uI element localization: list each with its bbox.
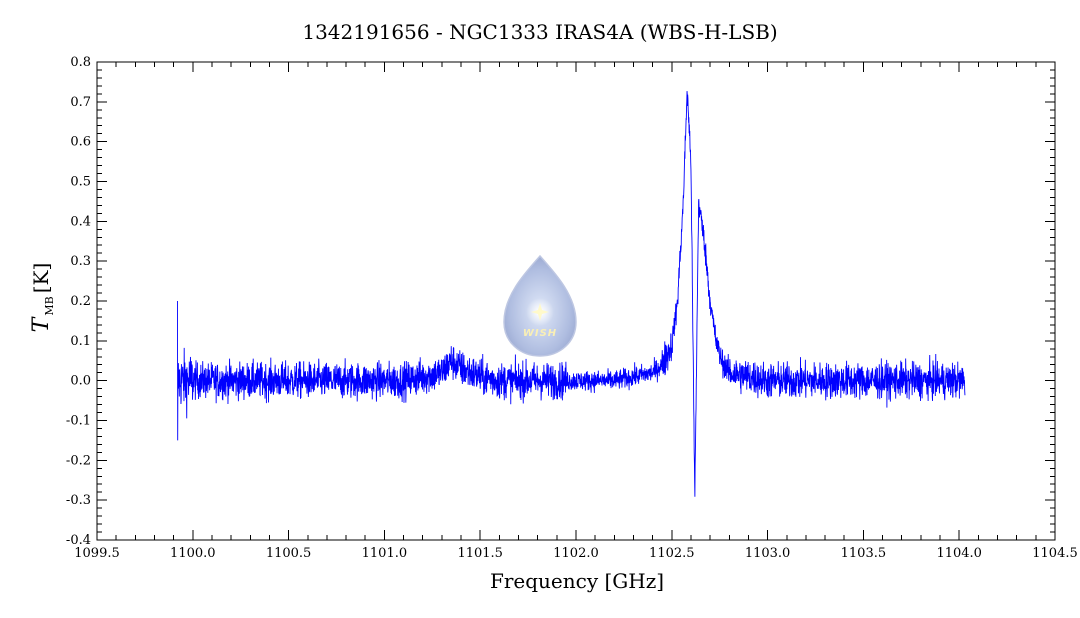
- y-tick-label: 0.1: [70, 334, 91, 349]
- y-tick-label: 0.5: [70, 175, 91, 190]
- x-tick-label: 1100.0: [170, 546, 216, 561]
- y-tick-label: -0.4: [66, 533, 91, 548]
- x-tick-label: 1101.5: [457, 546, 503, 561]
- y-axis: -0.4 -0.3 -0.2 -0.1 0.0 0.1 0.2 0.3 0.4 0.5 0.6 0.7…: [66, 55, 1055, 548]
- y-tick-label: 0.4: [70, 214, 91, 229]
- wish-logo-watermark: WISH: [503, 254, 577, 357]
- x-axis: 1099.5 1100.0 1100.5 1101.0 1101.5 1102.0 1102…: [74, 62, 1078, 561]
- y-axis-label-symbol: T: [29, 315, 54, 332]
- y-tick-label: -0.3: [66, 493, 91, 508]
- x-tick-label: 1100.5: [266, 546, 312, 561]
- y-axis-label: T MB [K]: [29, 263, 56, 333]
- y-tick-label: 0.7: [70, 95, 91, 110]
- x-tick-label: 1099.5: [74, 546, 120, 561]
- y-tick-label: 0.6: [70, 135, 91, 150]
- x-axis-label: Frequency [GHz]: [490, 569, 664, 593]
- x-tick-label: 1102.0: [553, 546, 599, 561]
- y-tick-label: 0.2: [70, 294, 91, 309]
- plot-area: [177, 91, 966, 497]
- y-tick-label: 0.0: [70, 374, 91, 389]
- x-tick-label: 1102.5: [649, 546, 695, 561]
- spectrum-line: [177, 91, 966, 497]
- y-tick-label: -0.2: [66, 453, 91, 468]
- x-tick-label: 1103.0: [745, 546, 791, 561]
- watermark-label: WISH: [523, 328, 557, 339]
- chart-title: 1342191656 - NGC1333 IRAS4A (WBS-H-LSB): [302, 20, 777, 44]
- y-tick-label: 0.8: [70, 55, 91, 70]
- plot-frame: [96, 61, 1056, 541]
- x-tick-label: 1104.0: [936, 546, 982, 561]
- y-axis-label-subscript: MB: [43, 296, 56, 315]
- x-tick-label: 1104.5: [1032, 546, 1078, 561]
- x-tick-label: 1101.0: [362, 546, 408, 561]
- y-tick-label: 0.3: [70, 254, 91, 269]
- x-tick-label: 1103.5: [841, 546, 887, 561]
- y-axis-label-unit: [K]: [29, 263, 53, 294]
- star-icon: [531, 303, 549, 321]
- y-tick-label: -0.1: [66, 414, 91, 429]
